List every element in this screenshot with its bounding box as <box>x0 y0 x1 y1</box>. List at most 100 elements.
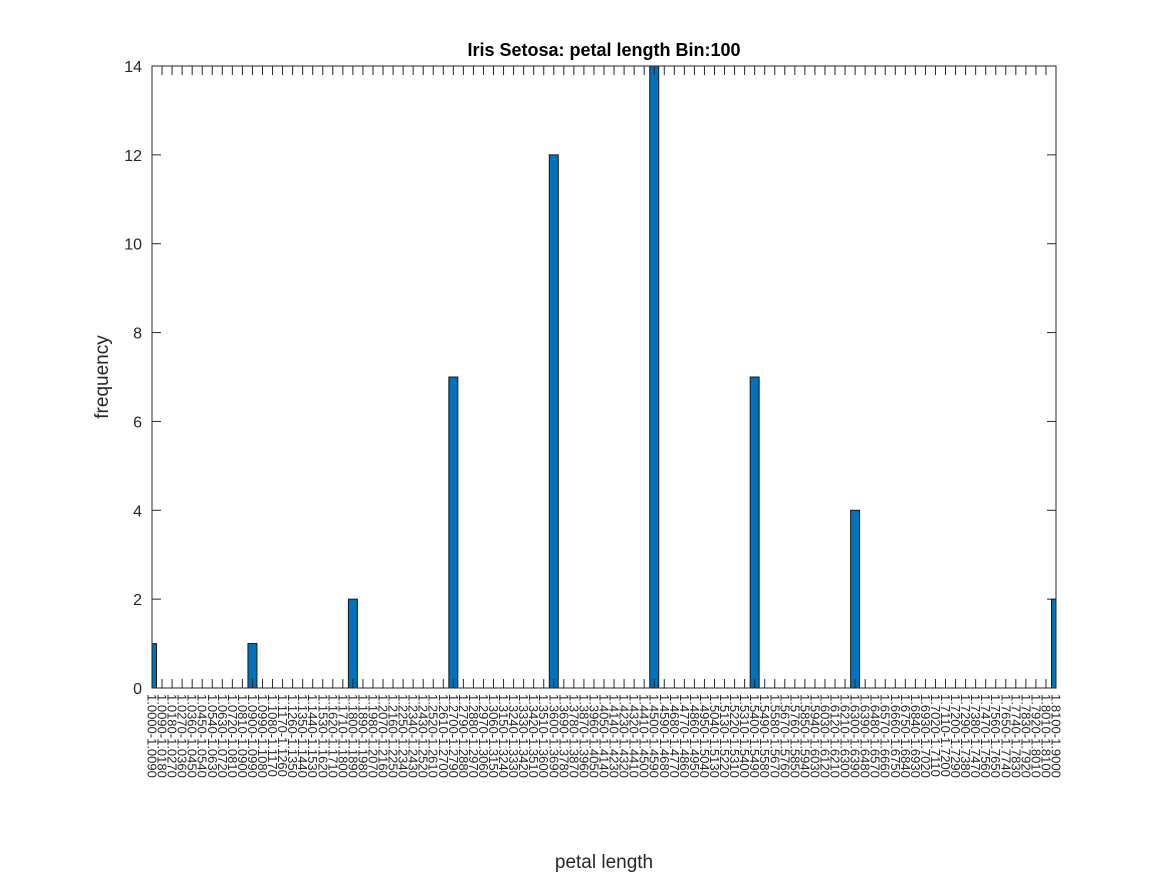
x-tick-label: 1.7830-1.7920 <box>1018 694 1033 778</box>
x-tick-label: 1.4230-1.4320 <box>617 694 632 778</box>
x-tick-label: 1.4320-1.4410 <box>627 694 642 778</box>
x-tick-label: 1.3330-1.3420 <box>516 694 531 778</box>
y-tick-label: 0 <box>133 681 142 698</box>
x-tick-label: 1.5850-1.5940 <box>797 694 812 778</box>
x-tick-label: 1.1890-1.1980 <box>355 694 370 778</box>
x-tick-label: 1.0450-1.0540 <box>195 694 210 778</box>
plot-area <box>152 66 1056 688</box>
tick-group <box>151 65 1057 689</box>
x-tick-label: 1.3420-1.3510 <box>526 694 541 778</box>
y-axis-label: frequency <box>92 335 113 419</box>
chart-title: Iris Setosa: petal length Bin:100 <box>467 40 740 60</box>
x-tick-label: 1.1260-1.1350 <box>285 694 300 778</box>
x-tick-label: 1.6750-1.6840 <box>898 694 913 778</box>
x-tick-label: 1.3240-1.3330 <box>506 694 521 778</box>
x-tick-label: 1.0630-1.0720 <box>215 694 230 778</box>
x-tick-label: 1.0360-1.0450 <box>185 694 200 778</box>
bar <box>448 376 459 689</box>
bar <box>850 509 861 689</box>
x-tick-label: 1.1350-1.1440 <box>295 694 310 778</box>
x-tick-label: 1.7470-1.7560 <box>978 694 993 778</box>
x-tick-label: 1.4860-1.4950 <box>687 694 702 778</box>
x-tick-label: 1.7020-1.7110 <box>928 694 943 777</box>
x-tick-label: 1.4410-1.4500 <box>637 694 652 778</box>
x-tick-label: 1.2430-1.2520 <box>416 694 431 778</box>
x-tick-label: 1.4590-1.4680 <box>657 694 672 778</box>
x-tick-label: 1.7200-1.7290 <box>948 694 963 778</box>
x-tick-label: 1.7380-1.7470 <box>968 694 983 778</box>
x-tick-label: 1.4680-1.4770 <box>667 694 682 778</box>
x-tick-label: 1.7920-1.8010 <box>1028 694 1043 778</box>
x-tick-label: 1.1620-1.1710 <box>325 694 340 778</box>
x-tick-label: 1.3690-1.3780 <box>556 694 571 778</box>
x-tick-label: 1.8010-1.8100 <box>1038 694 1053 778</box>
x-tick-label: 1.6570-1.6660 <box>878 694 893 778</box>
x-tick-label: 1.2970-1.3060 <box>476 694 491 778</box>
x-tick-label: 1.0720-1.0810 <box>225 694 240 778</box>
x-tick-label: 1.3780-1.3870 <box>566 694 581 778</box>
x-tick-label: 1.5400-1.5490 <box>747 694 762 778</box>
x-tick-label: 1.2340-1.2430 <box>406 694 421 778</box>
x-tick-label: 1.6840-1.6930 <box>908 694 923 778</box>
x-tick-label: 1.2160-1.2250 <box>386 694 401 778</box>
x-tick-label: 1.2610-1.2700 <box>436 694 451 778</box>
x-tick-label: 1.7650-1.7740 <box>998 694 1013 778</box>
x-tick-label: 1.2520-1.2610 <box>426 694 441 778</box>
x-tick-label: 1.7290-1.7380 <box>958 694 973 778</box>
y-tick-labels: 0 2 4 6 8 10 12 14 <box>124 59 142 698</box>
x-tick-label: 1.1710-1.1800 <box>335 694 350 778</box>
x-tick-label: 1.5490-1.5580 <box>757 694 772 778</box>
x-tick-labels: 1.0000-1.00901.0090-1.01801.0180-1.02701… <box>145 694 1064 778</box>
x-tick-label: 1.5670-1.5760 <box>777 694 792 778</box>
x-tick-label: 1.4050-1.4140 <box>597 694 612 778</box>
x-tick-label: 1.5040-1.5130 <box>707 694 722 778</box>
x-tick-label: 1.3510-1.3600 <box>536 694 551 778</box>
x-tick-label: 1.2070-1.2160 <box>376 694 391 778</box>
x-tick-label: 1.5310-1.5400 <box>737 694 752 778</box>
x-tick-label: 1.1440-1.1530 <box>305 694 320 778</box>
y-tick-label: 6 <box>133 414 142 431</box>
bar <box>151 643 157 689</box>
x-tick-label: 1.1530-1.1620 <box>315 694 330 778</box>
x-tick-label: 1.1080-1.1170 <box>265 694 280 777</box>
x-tick-label: 1.6660-1.6750 <box>888 694 903 778</box>
x-tick-label: 1.0270-1.0360 <box>175 694 190 778</box>
x-tick-label: 1.0180-1.0270 <box>165 694 180 778</box>
bar <box>1051 598 1057 689</box>
x-tick-label: 1.5940-1.6030 <box>807 694 822 778</box>
x-tick-label: 1.5130-1.5220 <box>717 694 732 778</box>
x-tick-label: 1.0900-1.0990 <box>245 694 260 778</box>
x-tick-label: 1.0000-1.0090 <box>145 694 160 778</box>
x-tick-label: 1.6120-1.6210 <box>828 694 843 778</box>
x-tick-label: 1.4950-1.5040 <box>697 694 712 778</box>
x-tick-label: 1.0540-1.0630 <box>205 694 220 778</box>
x-tick-label: 1.2250-1.2340 <box>396 694 411 778</box>
y-tick-label: 4 <box>133 503 142 520</box>
x-tick-label: 1.2700-1.2790 <box>446 694 461 778</box>
x-tick-label: 1.5580-1.5670 <box>767 694 782 778</box>
x-tick-label: 1.2880-1.2970 <box>466 694 481 778</box>
bar <box>548 154 559 689</box>
x-tick-label: 1.7110-1.7200 <box>938 694 953 777</box>
y-tick-label: 10 <box>124 237 142 254</box>
y-tick-label: 8 <box>133 326 142 343</box>
x-tick-label: 1.6480-1.6570 <box>868 694 883 778</box>
x-tick-label: 1.7560-1.7650 <box>988 694 1003 778</box>
x-tick-label: 1.7740-1.7830 <box>1008 694 1023 778</box>
y-tick-label: 2 <box>133 592 142 609</box>
x-tick-label: 1.6930-1.7020 <box>918 694 933 778</box>
x-tick-label: 1.3870-1.3960 <box>576 694 591 778</box>
x-tick-label: 1.5220-1.5310 <box>727 694 742 778</box>
bar <box>749 376 760 689</box>
x-tick-label: 1.6210-1.6300 <box>838 694 853 778</box>
y-tick-label: 14 <box>124 59 142 76</box>
x-tick-label: 1.3150-1.3240 <box>496 694 511 778</box>
x-tick-label: 1.0810-1.0900 <box>235 694 250 778</box>
x-tick-label: 1.3960-1.4050 <box>586 694 601 778</box>
x-tick-label: 1.5760-1.5850 <box>787 694 802 778</box>
x-tick-label: 1.1170-1.1260 <box>275 694 290 777</box>
bar <box>649 65 660 689</box>
bar <box>347 598 358 689</box>
x-tick-label: 1.2790-1.2880 <box>456 694 471 778</box>
x-tick-label: 1.4140-1.4230 <box>607 694 622 778</box>
